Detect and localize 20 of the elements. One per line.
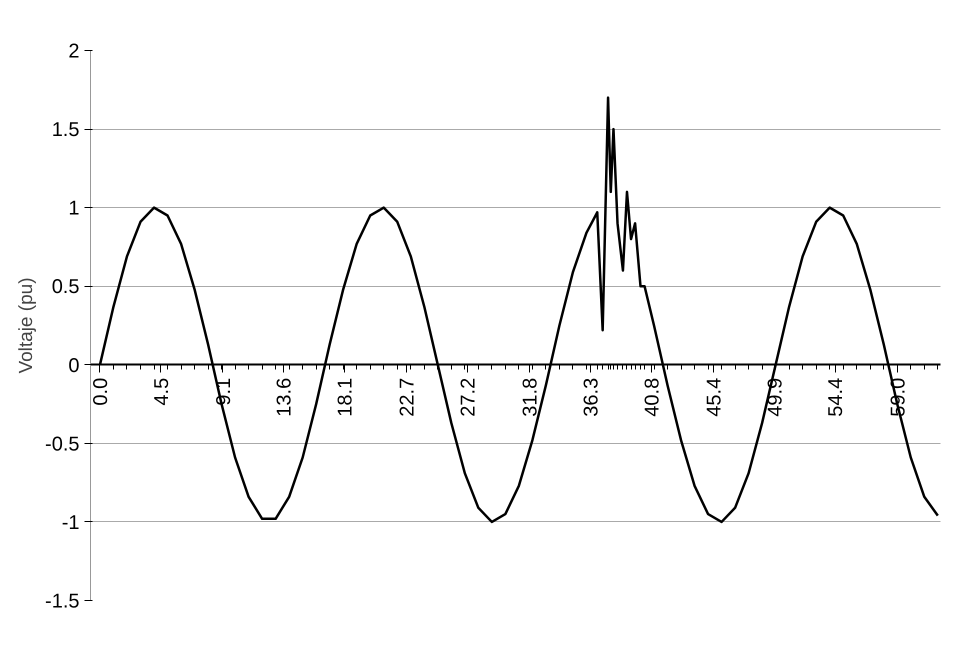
y-tick-label: -1 [62, 512, 80, 534]
x-tick-label: 36.3 [580, 378, 602, 417]
x-tick-label: 22.7 [396, 378, 419, 417]
x-tick-label: 27.2 [458, 378, 480, 417]
y-tick-label: -0.5 [45, 433, 80, 456]
y-tick-label: 0 [68, 354, 80, 377]
x-tick-label: 40.8 [641, 378, 664, 417]
y-tick-label: 2 [68, 40, 80, 62]
x-tick-label: 54.4 [825, 378, 848, 417]
y-tick-label: 1 [68, 198, 80, 220]
x-tick-label: 45.4 [703, 378, 726, 417]
x-tick-label: 13.6 [274, 378, 296, 417]
y-tick-label: 0.5 [52, 276, 80, 298]
y-tick-label: -1.5 [45, 590, 80, 612]
x-tick-label: 0.0 [90, 378, 112, 406]
x-tick-label: 18.1 [334, 378, 357, 417]
y-axis-title: Voltaje (pu) [16, 277, 38, 374]
x-tick-label: 31.8 [520, 378, 542, 417]
y-tick-label: 1.5 [52, 119, 80, 142]
x-tick-label: 4.5 [150, 378, 173, 406]
